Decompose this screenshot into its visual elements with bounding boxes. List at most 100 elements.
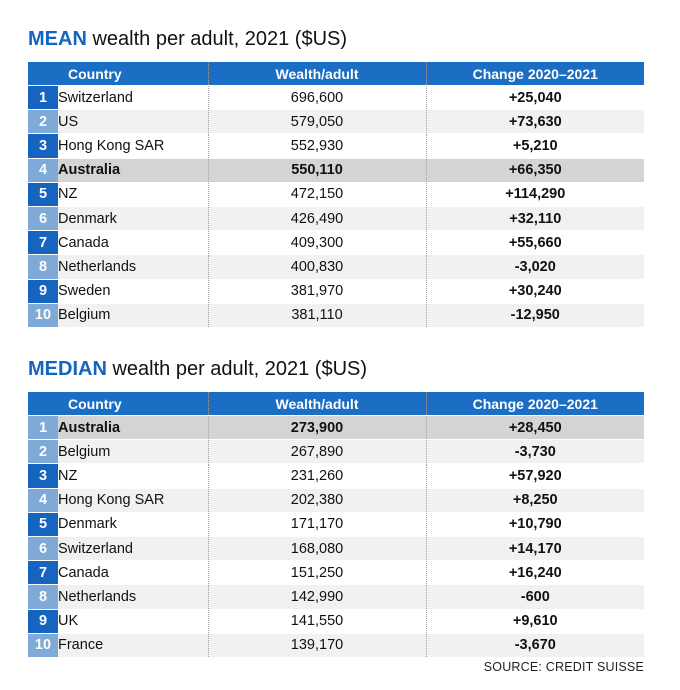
table-row: 7 Canada 151,250 +16,240 bbox=[28, 560, 644, 585]
change-cell: +10,790 bbox=[426, 511, 644, 537]
change-cell: -3,020 bbox=[426, 254, 644, 279]
table-row: 3 NZ 231,260 +57,920 bbox=[28, 463, 644, 489]
table-row: 6 Switzerland 168,080 +14,170 bbox=[28, 535, 644, 561]
change-cell: +9,610 bbox=[426, 608, 644, 634]
table-row: 1 Switzerland 696,600 +25,040 bbox=[28, 84, 644, 110]
country-header: Country bbox=[58, 62, 209, 86]
wealth-header: Wealth/adult bbox=[208, 392, 427, 416]
median-title-keyword: MEDIAN bbox=[28, 358, 107, 380]
table-row: 1 Australia 273,900 +28,450 bbox=[28, 414, 644, 440]
change-cell: +8,250 bbox=[426, 487, 644, 513]
rank-cell: 8 bbox=[28, 584, 58, 609]
table-row: 4 Australia 550,110 +66,350 bbox=[28, 157, 644, 183]
wealth-cell: 472,150 bbox=[208, 181, 427, 207]
wealth-cell: 579,050 bbox=[208, 109, 427, 134]
wealth-cell: 409,300 bbox=[208, 230, 427, 255]
wealth-cell: 400,830 bbox=[208, 254, 427, 279]
rank-cell: 10 bbox=[28, 632, 58, 657]
median-title-rest: wealth per adult, 2021 ($US) bbox=[106, 358, 368, 380]
country-cell: Canada bbox=[58, 230, 209, 255]
change-cell: +57,920 bbox=[426, 463, 644, 489]
change-cell: -12,950 bbox=[426, 302, 644, 327]
change-cell: +32,110 bbox=[426, 205, 644, 231]
country-cell: Switzerland bbox=[58, 84, 209, 110]
change-cell: +5,210 bbox=[426, 133, 644, 159]
table-row: 5 NZ 472,150 +114,290 bbox=[28, 181, 644, 207]
wealth-cell: 151,250 bbox=[208, 560, 427, 585]
rank-cell: 8 bbox=[28, 254, 58, 279]
country-cell: US bbox=[58, 109, 209, 134]
rank-cell: 5 bbox=[28, 511, 58, 537]
wealth-header: Wealth/adult bbox=[208, 62, 427, 86]
change-cell: +25,040 bbox=[426, 84, 644, 110]
country-cell: Sweden bbox=[58, 278, 209, 304]
wealth-cell: 171,170 bbox=[208, 511, 427, 537]
country-cell: Hong Kong SAR bbox=[58, 133, 209, 159]
wealth-cell: 139,170 bbox=[208, 632, 427, 657]
wealth-cell: 273,900 bbox=[208, 414, 427, 440]
change-header: Change 2020–2021 bbox=[426, 392, 644, 416]
change-header: Change 2020–2021 bbox=[426, 62, 644, 86]
mean-header-row: Country Wealth/adult Change 2020–2021 bbox=[28, 62, 644, 86]
source-note: SOURCE: CREDIT SUISSE bbox=[483, 660, 644, 674]
rank-cell: 6 bbox=[28, 535, 58, 561]
wealth-cell: 552,930 bbox=[208, 133, 427, 159]
mean-title-rest: wealth per adult, 2021 ($US) bbox=[86, 28, 348, 50]
median-header-row: Country Wealth/adult Change 2020–2021 bbox=[28, 392, 644, 416]
table-row: 10 Belgium 381,110 -12,950 bbox=[28, 302, 644, 327]
country-cell: Denmark bbox=[58, 205, 209, 231]
country-cell: Netherlands bbox=[58, 584, 209, 609]
wealth-cell: 381,970 bbox=[208, 278, 427, 304]
median-table-body: 1 Australia 273,900 +28,450 2 Belgium 267,890-… bbox=[28, 414, 644, 657]
change-cell: +114,290 bbox=[426, 181, 644, 207]
table-row: 3 Hong Kong SAR 552,930 +5,210 bbox=[28, 133, 644, 159]
country-cell: NZ bbox=[58, 463, 209, 489]
rank-header bbox=[28, 62, 58, 86]
mean-title-keyword: MEAN bbox=[28, 28, 87, 50]
country-cell: Canada bbox=[58, 560, 209, 585]
wealth-cell: 202,380 bbox=[208, 487, 427, 513]
rank-cell: 9 bbox=[28, 608, 58, 634]
change-cell: +55,660 bbox=[426, 230, 644, 255]
wealth-cell: 141,550 bbox=[208, 608, 427, 634]
mean-section: MEAN wealth per adult, 2021 ($US) Countr… bbox=[28, 26, 644, 327]
country-cell: UK bbox=[58, 608, 209, 634]
table-row: 6 Denmark 426,490 +32,110 bbox=[28, 205, 644, 231]
table-row: 9 Sweden 381,970 +30,240 bbox=[28, 278, 644, 304]
rank-cell: 9 bbox=[28, 278, 58, 304]
rank-cell: 7 bbox=[28, 230, 58, 255]
table-row: 2 Belgium 267,890 -3,730 bbox=[28, 439, 644, 464]
change-cell: +16,240 bbox=[426, 560, 644, 585]
table-row: 2 US 579,050 +73,630 bbox=[28, 109, 644, 134]
change-cell: +14,170 bbox=[426, 535, 644, 561]
rank-cell: 4 bbox=[28, 487, 58, 513]
wealth-cell: 550,110 bbox=[208, 157, 427, 183]
wealth-cell: 426,490 bbox=[208, 205, 427, 231]
rank-header bbox=[28, 392, 58, 416]
country-cell: Australia bbox=[58, 157, 209, 183]
wealth-cell: 381,110 bbox=[208, 302, 427, 327]
change-cell: +30,240 bbox=[426, 278, 644, 304]
rank-cell: 7 bbox=[28, 560, 58, 585]
median-table-title: MEDIAN wealth per adult, 2021 ($US) bbox=[28, 356, 644, 382]
change-cell: -3,730 bbox=[426, 439, 644, 464]
wealth-cell: 696,600 bbox=[208, 84, 427, 110]
country-cell: Denmark bbox=[58, 511, 209, 537]
country-cell: Belgium bbox=[58, 439, 209, 464]
country-cell: Belgium bbox=[58, 302, 209, 327]
mean-table-title: MEAN wealth per adult, 2021 ($US) bbox=[28, 26, 644, 52]
table-row: 4 Hong Kong SAR 202,380 +8,250 bbox=[28, 487, 644, 513]
change-cell: +73,630 bbox=[426, 109, 644, 134]
country-cell: Australia bbox=[58, 414, 209, 440]
rank-cell: 6 bbox=[28, 205, 58, 231]
country-cell: Hong Kong SAR bbox=[58, 487, 209, 513]
wealth-cell: 142,990 bbox=[208, 584, 427, 609]
rank-cell: 10 bbox=[28, 302, 58, 327]
table-row: 10 France 139,170 -3,670 bbox=[28, 632, 644, 657]
rank-cell: 1 bbox=[28, 84, 58, 110]
wealth-cell: 168,080 bbox=[208, 535, 427, 561]
median-section: MEDIAN wealth per adult, 2021 ($US) Coun… bbox=[28, 356, 644, 657]
table-row: 8 Netherlands 400,830 -3,020 bbox=[28, 254, 644, 279]
